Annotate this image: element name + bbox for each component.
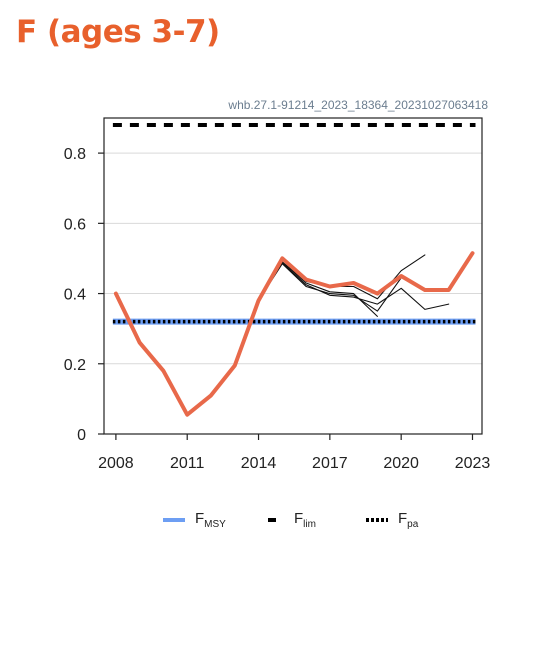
x-tick-label: 2008 <box>98 455 134 472</box>
y-tick-label: 0.4 <box>64 287 86 304</box>
legend: FMSY Flim Fpa <box>0 510 538 540</box>
legend-label-fpa: Fpa <box>398 510 419 530</box>
legend-swatch-fpa <box>366 518 388 522</box>
x-tick-label: 2011 <box>170 455 205 472</box>
x-tick-label: 2020 <box>383 455 419 472</box>
legend-swatch-flim <box>268 518 276 522</box>
y-tick-label: 0.2 <box>64 357 86 374</box>
reference-lines <box>112 123 476 325</box>
legend-label-flim: Flim <box>294 510 316 530</box>
chart-title: F (ages 3-7) <box>16 14 220 50</box>
legend-item-fpa: Fpa <box>366 510 418 530</box>
chart-svg: 0 0.2 0.4 0.6 0.8 2008 2011 2014 2017 2020 2023 <box>64 117 491 472</box>
chart-subtitle: whb.27.1-91214_2023_18364_20231027063418 <box>228 98 488 112</box>
legend-swatch-fmsy <box>163 518 185 522</box>
x-tick-label: 2014 <box>241 455 277 472</box>
legend-item-fmsy: FMSY <box>163 510 226 530</box>
y-tick-label: 0.6 <box>64 216 86 233</box>
x-tick-label: 2017 <box>312 455 348 472</box>
series-line-main <box>113 251 475 417</box>
plot-frame <box>103 117 483 435</box>
legend-label-fmsy: FMSY <box>195 510 226 530</box>
series-layer <box>113 251 475 417</box>
series-line-retro-3 <box>257 262 450 310</box>
y-tick-label: 0.8 <box>64 146 86 163</box>
grid-layer <box>104 152 482 365</box>
x-tick-label: 2023 <box>455 455 491 472</box>
legend-item-flim: Flim <box>268 510 316 530</box>
y-tick-label: 0 <box>77 427 86 444</box>
axis-layer: 0 0.2 0.4 0.6 0.8 2008 2011 2014 2017 2020 2023 <box>64 146 491 472</box>
